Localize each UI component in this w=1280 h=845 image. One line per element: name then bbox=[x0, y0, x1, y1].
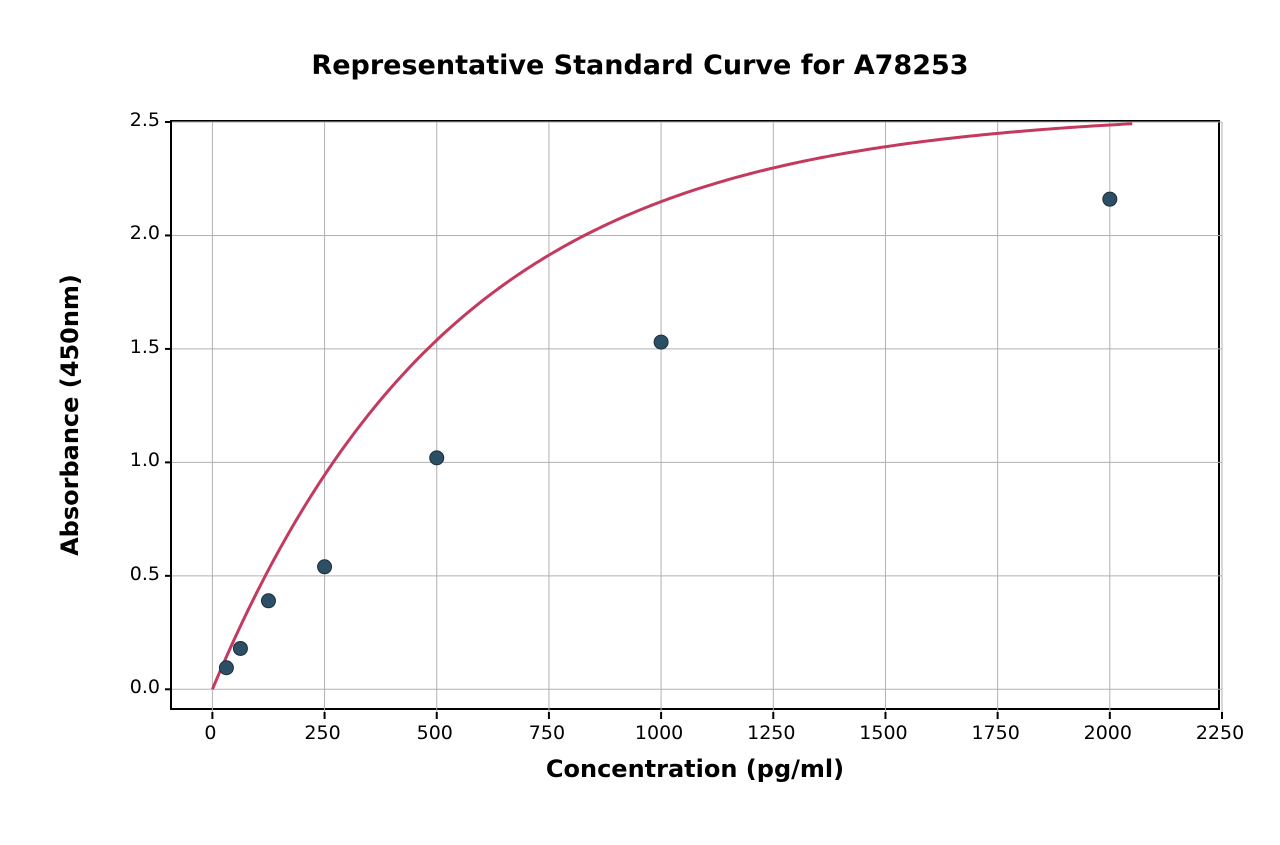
x-axis-label: Concentration (pg/ml) bbox=[546, 755, 844, 783]
y-axis-label: Absorbance (450nm) bbox=[56, 274, 84, 556]
x-tick-label: 1250 bbox=[747, 722, 795, 744]
x-tick-label: 2000 bbox=[1084, 722, 1132, 744]
y-tick-label: 1.0 bbox=[125, 449, 160, 471]
y-tick-label: 1.5 bbox=[125, 336, 160, 358]
y-tick-label: 0.5 bbox=[125, 563, 160, 585]
fitted-curve bbox=[212, 124, 1132, 690]
y-tick-label: 2.0 bbox=[125, 222, 160, 244]
data-point bbox=[233, 641, 247, 655]
plot-svg bbox=[172, 122, 1222, 712]
chart-container: Representative Standard Curve for A78253… bbox=[40, 30, 1240, 815]
data-point bbox=[430, 451, 444, 465]
y-tick-label: 0.0 bbox=[125, 676, 160, 698]
x-tick-label: 750 bbox=[529, 722, 565, 744]
y-tick-label: 2.5 bbox=[125, 109, 160, 131]
x-tick-label: 1750 bbox=[971, 722, 1019, 744]
plot-area bbox=[170, 120, 1220, 710]
data-point bbox=[261, 594, 275, 608]
data-point bbox=[318, 560, 332, 574]
x-tick-label: 500 bbox=[417, 722, 453, 744]
data-point bbox=[1103, 192, 1117, 206]
x-tick-label: 1000 bbox=[635, 722, 683, 744]
data-point bbox=[654, 335, 668, 349]
x-tick-label: 250 bbox=[304, 722, 340, 744]
x-tick-label: 1500 bbox=[859, 722, 907, 744]
x-tick-label: 0 bbox=[204, 722, 216, 744]
chart-title: Representative Standard Curve for A78253 bbox=[40, 50, 1240, 81]
x-tick-label: 2250 bbox=[1196, 722, 1244, 744]
data-point bbox=[219, 661, 233, 675]
